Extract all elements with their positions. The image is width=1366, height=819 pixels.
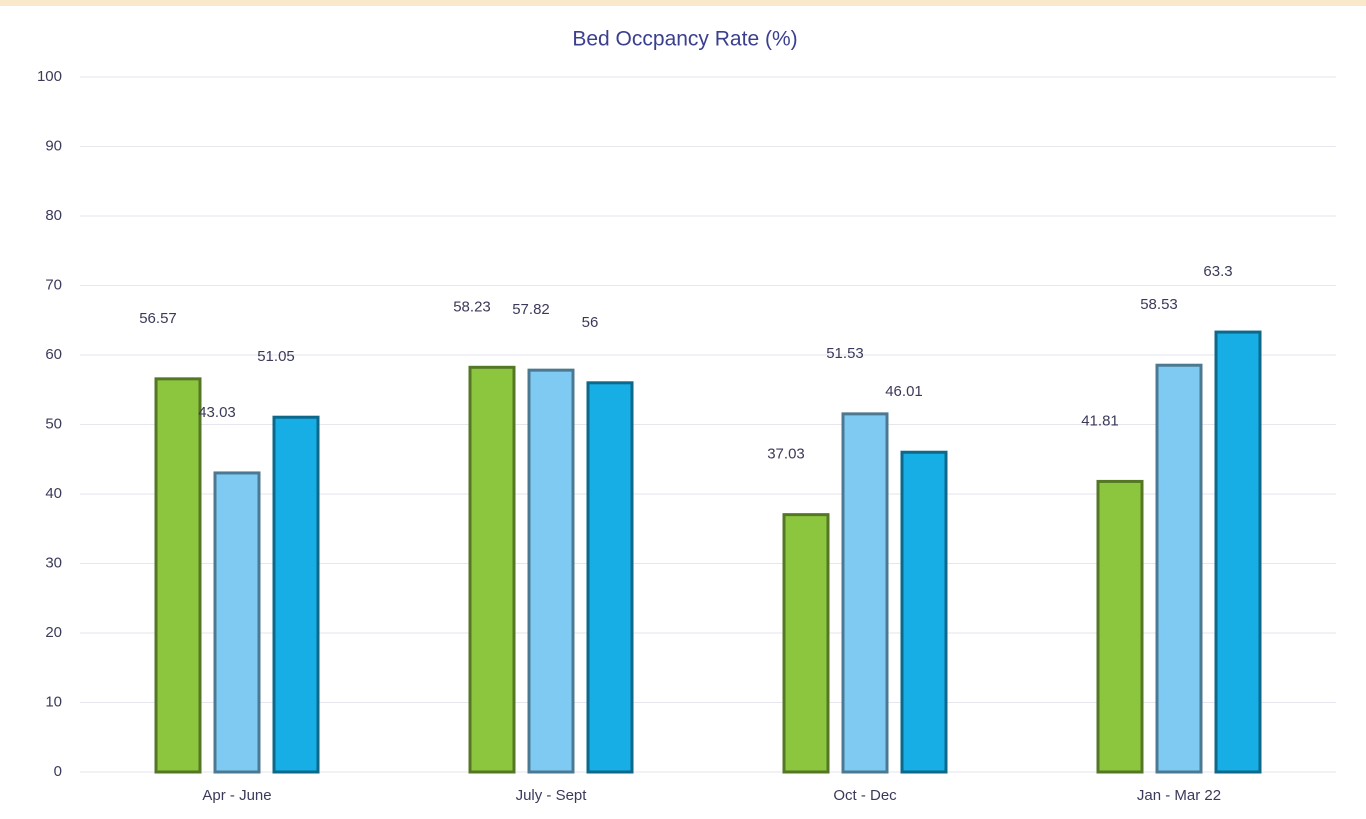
bar [154, 377, 202, 774]
x-tick-label: Jan - Mar 22 [1137, 787, 1221, 804]
bar [213, 471, 261, 774]
bar [841, 412, 889, 774]
bar [468, 365, 516, 774]
chart-title: Bed Occpancy Rate (%) [572, 28, 797, 51]
top-edge [0, 0, 1366, 6]
y-tick-label: 100 [37, 68, 62, 85]
y-tick-label: 80 [45, 207, 62, 224]
x-tick-label: Oct - Dec [833, 787, 897, 804]
y-tick-label: 60 [45, 346, 62, 363]
data-label: 63.3 [1203, 263, 1232, 280]
y-tick-label: 90 [45, 137, 62, 154]
y-tick-label: 30 [45, 554, 62, 571]
data-label: 56.57 [139, 310, 177, 327]
data-label: 58.53 [1140, 296, 1178, 313]
data-label: 37.03 [767, 446, 805, 463]
data-label: 51.05 [257, 348, 295, 365]
data-label: 41.81 [1081, 412, 1119, 429]
bar [1155, 363, 1203, 774]
y-tick-label: 50 [45, 415, 62, 432]
bar [272, 415, 320, 774]
data-label: 46.01 [885, 383, 923, 400]
x-tick-label: Apr - June [202, 787, 271, 804]
data-label: 58.23 [453, 298, 491, 315]
bar [1096, 479, 1144, 774]
y-tick-label: 10 [45, 693, 62, 710]
bar [527, 368, 575, 774]
data-label: 57.82 [512, 301, 550, 318]
y-tick-label: 0 [54, 763, 62, 780]
y-tick-label: 40 [45, 485, 62, 502]
bar [900, 450, 948, 774]
bar [586, 381, 634, 774]
bar [782, 513, 830, 774]
y-tick-label: 20 [45, 624, 62, 641]
bar [1214, 330, 1262, 774]
data-label: 56 [582, 314, 599, 331]
data-label: 51.53 [826, 345, 864, 362]
x-tick-label: July - Sept [516, 787, 588, 804]
data-label: 43.03 [198, 404, 236, 421]
y-tick-label: 70 [45, 276, 62, 293]
